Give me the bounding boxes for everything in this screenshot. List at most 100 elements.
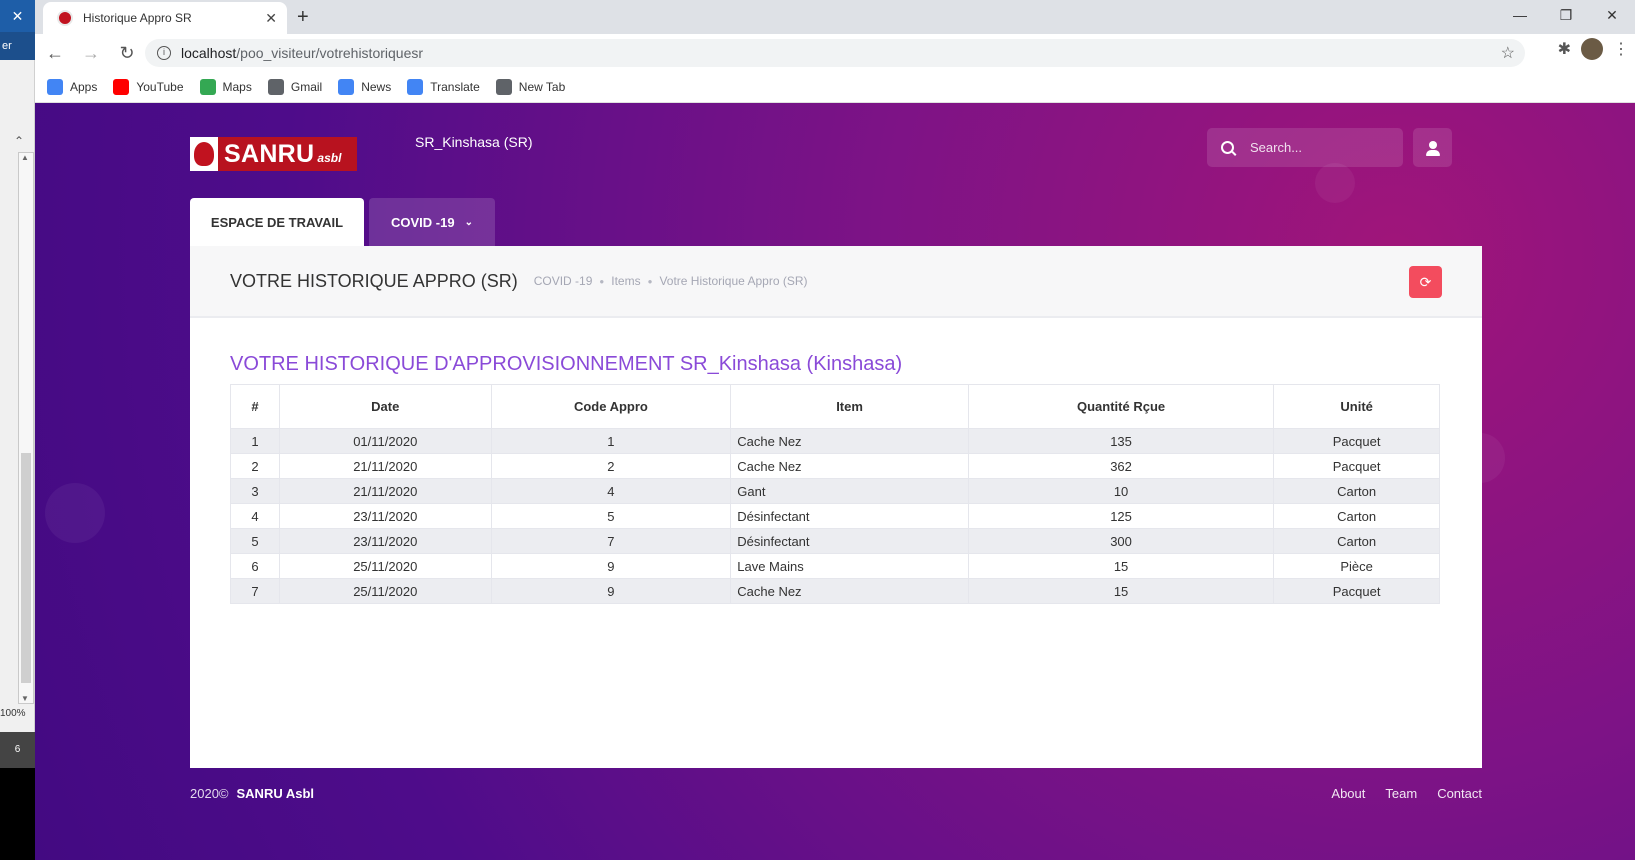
tab-covid-label: COVID -19	[391, 214, 455, 230]
window-controls: — ❐ ✕	[1497, 0, 1635, 30]
caret-up-icon[interactable]: ⌃	[14, 134, 25, 148]
restore-icon[interactable]: ❐	[1559, 6, 1573, 23]
breadcrumb-item[interactable]: COVID -19	[533, 274, 593, 288]
table-cell: 2	[230, 453, 280, 479]
page-background: SANRU asbl SR_Kinshasa (SR) ESPACE DE TR…	[35, 103, 1635, 860]
tab-covid-19[interactable]: COVID -19 ⌄	[369, 198, 495, 246]
bookmark-label: Translate	[430, 80, 480, 94]
table-header-row: # Date Code Appro Item Quantité Rçue Uni…	[230, 384, 1440, 429]
close-window-icon[interactable]: ✕	[1606, 6, 1618, 23]
new-tab-icon[interactable]: +	[297, 6, 309, 28]
profile-avatar[interactable]	[1581, 38, 1603, 60]
user-menu-button[interactable]	[1413, 128, 1452, 167]
bookmark-item[interactable]: New Tab	[495, 79, 565, 95]
logo[interactable]: SANRU asbl	[190, 137, 357, 171]
breadcrumb-item[interactable]: Votre Historique Appro (SR)	[659, 274, 808, 288]
column-header[interactable]: Date	[278, 384, 492, 429]
bookmark-label: Gmail	[290, 80, 323, 94]
tab-espace-de-travail[interactable]: ESPACE DE TRAVAIL	[190, 198, 364, 246]
table-cell: Cache Nez	[730, 578, 969, 604]
bookmark-item[interactable]: Translate	[407, 79, 480, 95]
refresh-button[interactable]: ⟳	[1409, 266, 1442, 298]
column-header[interactable]: Unité	[1273, 384, 1440, 429]
decor-dot	[1315, 163, 1355, 203]
browser-chrome: Historique Appro SR ✕ + — ❐ ✕ ← → ↻ i lo…	[35, 0, 1635, 103]
history-table: # Date Code Appro Item Quantité Rçue Uni…	[230, 384, 1440, 604]
copyright-org[interactable]: SANRU Asbl	[236, 786, 315, 801]
footer-link-team[interactable]: Team	[1385, 786, 1418, 801]
address-bar[interactable]: i localhost/poo_visiteur/votrehistorique…	[145, 39, 1525, 67]
breadcrumb-item[interactable]: Items	[611, 274, 641, 288]
site-info-icon[interactable]: i	[157, 46, 171, 60]
news-icon	[338, 79, 355, 95]
bookmark-item[interactable]: Gmail	[267, 79, 323, 95]
table-cell: Pacquet	[1273, 428, 1440, 454]
logo-text: SANRU	[224, 139, 315, 168]
table-cell: 21/11/2020	[278, 453, 492, 479]
translate-icon	[407, 79, 424, 95]
scroll-up-arrow-icon[interactable]: ▲	[21, 153, 29, 162]
table-cell: 9	[490, 553, 732, 579]
logo-suffix: asbl	[317, 151, 342, 165]
column-header[interactable]: Quantité Rçue	[967, 384, 1275, 429]
toolbar-actions: ✱ ⋮	[1557, 38, 1629, 60]
reload-icon[interactable]: ↻	[119, 42, 135, 63]
background-window-strip: ✕ er ⌃ ▲ ▼ 100% 6	[0, 0, 35, 860]
bookmark-item[interactable]: Maps	[199, 79, 252, 95]
bookmark-item[interactable]: News	[338, 79, 391, 95]
table-cell: 9	[490, 578, 732, 604]
footer-link-contact[interactable]: Contact	[1437, 786, 1482, 801]
maps-icon	[199, 79, 216, 95]
url-text[interactable]: localhost/poo_visiteur/votrehistoriquesr	[181, 45, 423, 61]
table-cell: 6	[230, 553, 280, 579]
table-cell: 2	[490, 453, 732, 479]
scroll-down-arrow-icon[interactable]: ▼	[21, 694, 29, 703]
table-cell: 4	[230, 503, 280, 529]
search-input[interactable]	[1250, 140, 1390, 155]
search-box[interactable]	[1207, 128, 1403, 167]
close-icon[interactable]: ✕	[0, 0, 35, 32]
table-cell: 25/11/2020	[278, 553, 492, 579]
bookmark-item[interactable]: YouTube	[113, 79, 184, 95]
minimize-icon[interactable]: —	[1513, 7, 1527, 23]
table-row: 2 21/11/2020 2 Cache Nez 362 Pacquet	[230, 453, 1440, 479]
table-cell: 125	[967, 503, 1275, 529]
table-cell: Désinfectant	[730, 503, 969, 529]
extensions-puzzle-icon[interactable]: ✱	[1557, 41, 1571, 58]
table-cell: 135	[967, 428, 1275, 454]
youtube-icon	[113, 79, 130, 95]
taskbar-badge[interactable]: 6	[0, 732, 35, 768]
section-title: VOTRE HISTORIQUE D'APPROVISIONNEMENT SR_…	[230, 353, 903, 375]
search-icon	[1221, 141, 1234, 154]
table-cell: 5	[490, 503, 732, 529]
footer-link-about[interactable]: About	[1331, 786, 1366, 801]
table-row: 4 23/11/2020 5 Désinfectant 125 Carton	[230, 503, 1440, 529]
back-icon[interactable]: ←	[46, 42, 64, 63]
chevron-down-icon: ⌄	[464, 216, 473, 228]
forward-icon[interactable]: →	[82, 42, 100, 63]
table-cell: 1	[230, 428, 280, 454]
table-cell: 21/11/2020	[278, 478, 492, 504]
globe-icon	[495, 79, 512, 95]
table-cell: 01/11/2020	[278, 428, 492, 454]
column-header[interactable]: #	[230, 384, 280, 429]
table-cell: Pacquet	[1273, 578, 1440, 604]
tab-bar: Historique Appro SR ✕ + — ❐ ✕	[35, 0, 1635, 34]
close-tab-icon[interactable]: ✕	[265, 9, 277, 26]
bookmark-star-icon[interactable]: ☆	[1500, 45, 1515, 62]
table-cell: 4	[490, 478, 732, 504]
more-menu-icon[interactable]: ⋮	[1613, 41, 1629, 58]
scrollbar-thumb[interactable]	[21, 453, 31, 683]
zoom-level: 100%	[0, 708, 26, 719]
taskbar-area	[0, 768, 35, 860]
column-header[interactable]: Code Appro	[490, 384, 732, 429]
url-path: /poo_visiteur/votrehistoriquesr	[236, 45, 424, 61]
table-row: 1 01/11/2020 1 Cache Nez 135 Pacquet	[230, 428, 1440, 454]
scrollbar[interactable]: ▲ ▼	[18, 152, 34, 704]
table-cell: 25/11/2020	[278, 578, 492, 604]
table-row: 3 21/11/2020 4 Gant 10 Carton	[230, 478, 1440, 504]
browser-tab[interactable]: Historique Appro SR ✕	[43, 2, 287, 34]
breadcrumb: COVID -19 ● Items ● Votre Historique App…	[534, 274, 808, 288]
bookmark-item[interactable]: Apps	[47, 79, 97, 95]
column-header[interactable]: Item	[730, 384, 969, 429]
